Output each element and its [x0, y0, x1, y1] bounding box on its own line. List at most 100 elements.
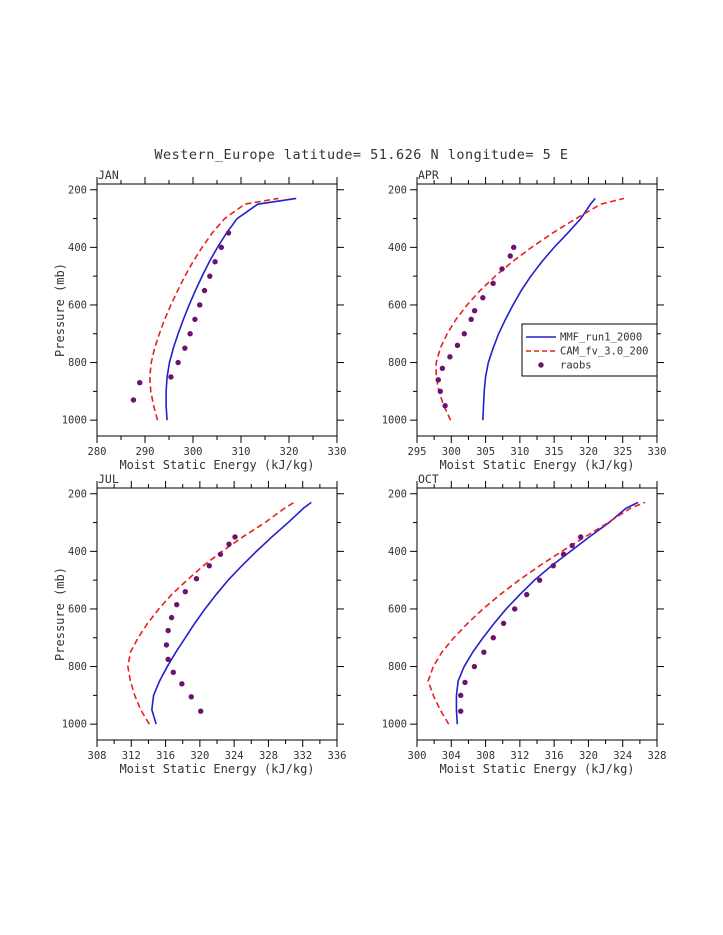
raobs-point: [187, 331, 193, 337]
raobs-point: [480, 295, 486, 301]
raobs-point: [217, 551, 224, 557]
y-axis-label: Pressure (mb): [53, 263, 67, 357]
x-tick-label: 290: [136, 446, 155, 458]
raobs-point: [447, 354, 453, 360]
y-tick-label: 600: [388, 603, 407, 615]
raobs-point: [578, 534, 584, 540]
raobs-point: [490, 635, 496, 641]
y-tick-label: 800: [68, 357, 87, 369]
raobs-point: [188, 694, 194, 700]
x-tick-label: 295: [408, 446, 427, 458]
y-tick-label: 600: [68, 603, 87, 615]
raobs-point: [458, 692, 464, 699]
raobs-points: [435, 244, 517, 409]
x-tick-label: 324: [613, 750, 632, 762]
y-tick-label: 400: [68, 546, 87, 558]
raobs-point: [218, 244, 225, 251]
y-tick-label: 600: [68, 299, 87, 311]
raobs-point: [500, 620, 507, 627]
y-tick-label: 800: [388, 661, 407, 673]
y-tick-label: 800: [388, 357, 407, 369]
panel-oct-chart: 300 304 308 312 316 320 324 328 200 400 600 800 1000…: [382, 472, 667, 776]
x-tick-label: 330: [648, 446, 667, 458]
y-tick-label: 1000: [62, 415, 87, 427]
x-tick-label: 324: [225, 750, 244, 762]
raobs-point: [471, 308, 478, 314]
raobs-point: [461, 331, 468, 337]
y-tick-label: 200: [388, 488, 407, 500]
raobs-point: [536, 577, 543, 583]
panel-label: APR: [418, 168, 439, 182]
raobs-point: [179, 681, 185, 687]
plot-frame: [416, 183, 658, 437]
cam-line: [127, 501, 295, 725]
x-tick-label: 316: [545, 750, 564, 762]
cam-line: [435, 197, 625, 421]
raobs-point: [182, 588, 188, 595]
raobs-point: [170, 669, 176, 676]
x-axis-label: Moist Static Energy (kJ/kg): [439, 762, 634, 776]
legend-entry-label: raobs: [560, 360, 592, 372]
raobs-point: [550, 563, 556, 569]
cam-line: [427, 501, 646, 725]
raobs-point: [207, 273, 213, 279]
x-tick-label: 320: [280, 446, 299, 458]
x-tick-label: 330: [328, 446, 347, 458]
y-tick-label: 400: [68, 242, 87, 254]
x-tick-label: 300: [184, 446, 203, 458]
raobs-point: [168, 614, 175, 621]
y-tick-label: 600: [388, 299, 407, 311]
raobs-point: [168, 374, 174, 380]
raobs-point: [468, 316, 474, 323]
x-tick-label: 332: [293, 750, 312, 762]
x-tick-label: 312: [122, 750, 141, 762]
x-axis-label: Moist Static Energy (kJ/kg): [119, 458, 314, 472]
x-tick-label: 328: [259, 750, 278, 762]
x-tick-label: 320: [190, 750, 209, 762]
x-tick-label: 308: [88, 750, 107, 762]
raobs-point: [137, 380, 143, 386]
raobs-point: [175, 359, 181, 366]
panel-apr-chart: 295 300 305 310 315 320 325 330 200 400 600 800 1000…: [382, 168, 667, 472]
raobs-point: [165, 627, 171, 634]
raobs-point: [232, 534, 238, 540]
x-tick-label: 304: [442, 750, 461, 762]
x-tick-label: 305: [476, 446, 495, 458]
raobs-points: [130, 230, 232, 403]
raobs-point: [442, 403, 448, 409]
raobs-points: [163, 534, 238, 714]
x-tick-label: 308: [476, 750, 495, 762]
mmf-line: [165, 197, 297, 421]
plot-frame: [96, 487, 338, 741]
y-axis-label: Pressure (mb): [53, 567, 67, 661]
legend-entry-label: MMF_run1_2000: [560, 332, 642, 344]
x-tick-label: 310: [510, 446, 529, 458]
legend-entry-label: CAM_fv_3.0_200: [560, 346, 649, 358]
x-tick-label: 320: [579, 446, 598, 458]
panel-jan-chart: 280 290 300 310 320 330 200 400 600 800 1000 JAN Moi…: [53, 168, 347, 472]
x-tick-label: 300: [442, 446, 461, 458]
y-tick-label: 1000: [382, 415, 407, 427]
raobs-point: [193, 576, 200, 582]
y-tick-label: 1000: [382, 719, 407, 731]
x-tick-label: 328: [648, 750, 667, 762]
y-tick-label: 400: [388, 242, 407, 254]
raobs-point: [192, 316, 198, 323]
x-tick-label: 316: [156, 750, 175, 762]
x-tick-label: 336: [328, 750, 347, 762]
x-tick-label: 320: [579, 750, 598, 762]
raobs-point: [569, 542, 575, 549]
raobs-point: [507, 253, 513, 259]
raobs-point: [197, 302, 203, 308]
panel-label: OCT: [418, 472, 439, 486]
x-axis-label: Moist Static Energy (kJ/kg): [439, 458, 634, 472]
y-tick-label: 800: [68, 661, 87, 673]
raobs-point: [510, 244, 517, 251]
raobs-point: [212, 259, 218, 265]
mmf-line: [482, 197, 596, 421]
panel-label: JAN: [98, 168, 119, 182]
x-tick-label: 280: [88, 446, 107, 458]
raobs-point: [454, 342, 461, 348]
